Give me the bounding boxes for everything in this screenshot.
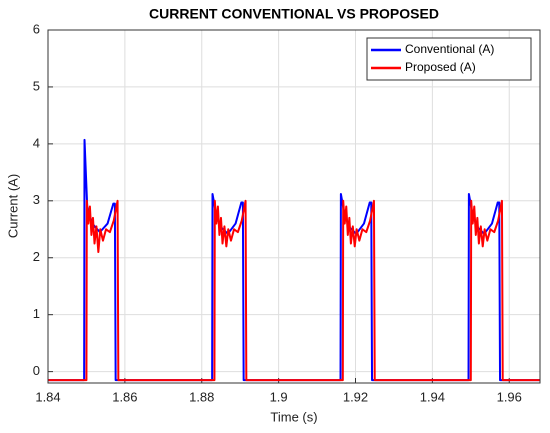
- chart-title: CURRENT CONVENTIONAL VS PROPOSED: [149, 6, 439, 22]
- y-tick-label: 1: [33, 306, 40, 321]
- x-tick-label: 1.9: [270, 389, 288, 404]
- x-tick-label: 1.92: [343, 389, 368, 404]
- x-tick-label: 1.84: [35, 389, 60, 404]
- x-tick-label: 1.88: [189, 389, 214, 404]
- y-tick-label: 3: [33, 192, 40, 207]
- x-tick-label: 1.96: [497, 389, 522, 404]
- y-tick-label: 2: [33, 249, 40, 264]
- x-tick-label: 1.94: [420, 389, 445, 404]
- y-tick-label: 5: [33, 78, 40, 93]
- legend-box: [366, 37, 532, 81]
- x-axis-label: Time (s): [270, 409, 317, 424]
- plot-area: [48, 30, 540, 383]
- y-tick-label: 4: [33, 135, 40, 150]
- y-tick-label: 6: [33, 21, 40, 36]
- legend-label: Proposed (A): [405, 60, 476, 74]
- y-tick-label: 0: [33, 363, 40, 378]
- plot-frame: [47, 29, 541, 384]
- y-axis-label: Current (A): [5, 174, 20, 238]
- legend-label: Conventional (A): [405, 42, 494, 56]
- series-line: [48, 199, 540, 382]
- x-tick-label: 1.86: [112, 389, 137, 404]
